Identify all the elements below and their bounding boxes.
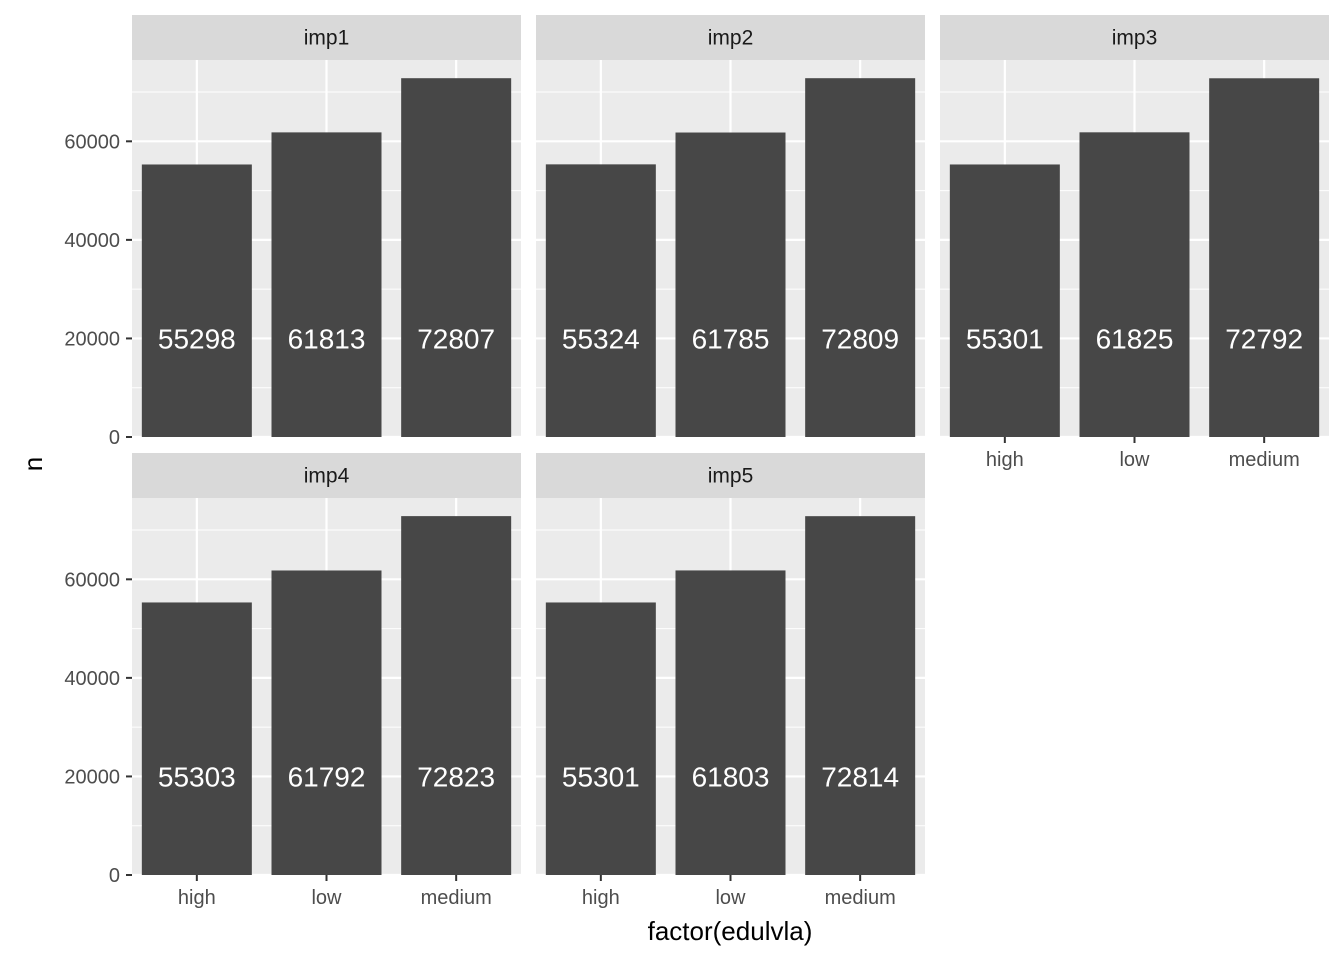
bar-value-label: 55301 (562, 761, 640, 792)
x-axis-title: factor(edulvla) (648, 916, 813, 946)
y-tick-label: 0 (109, 427, 120, 449)
bar-high (141, 164, 252, 438)
y-tick-label: 0 (109, 865, 120, 887)
x-tick-label-high: high (986, 449, 1024, 471)
bar-value-label: 61792 (288, 761, 366, 792)
bar-value-label: 72809 (821, 323, 899, 354)
facet-panel-imp4: imp4 55303 61792 72823 0 20000 40000 60000 high l… (64, 453, 521, 909)
facet-strip-label: imp5 (708, 465, 754, 488)
bar-value-label: 72823 (417, 761, 495, 792)
bar-low (1079, 132, 1190, 437)
x-tick-label-high: high (178, 887, 216, 909)
x-tick-label-low: low (311, 887, 342, 909)
bar-low (271, 132, 382, 437)
x-tick-label-low: low (1119, 449, 1150, 471)
x-tick-label-medium: medium (825, 887, 896, 909)
y-tick-label: 20000 (64, 328, 120, 350)
bar-value-label: 72807 (417, 323, 495, 354)
bar-low (675, 570, 786, 875)
facet-strip (940, 15, 1329, 60)
bar-value-label: 61825 (1096, 323, 1174, 354)
x-tick-label-medium: medium (421, 887, 492, 909)
bar-value-label: 55303 (158, 761, 236, 792)
y-tick-label: 20000 (64, 766, 120, 788)
facet-strip-label: imp1 (304, 27, 350, 50)
bar-value-label: 61813 (288, 323, 366, 354)
facet-panel-imp3: imp3 55301 61825 72792 high low medium (940, 15, 1329, 471)
y-tick-label: 40000 (64, 668, 120, 690)
bar-medium (401, 516, 512, 875)
bar-high (949, 164, 1060, 437)
bar-high (545, 602, 656, 875)
bar-value-label: 55324 (562, 323, 640, 354)
facet-panel-imp2: imp2 55324 61785 72809 (536, 15, 925, 439)
facet-panel-imp1: imp1 55298 61813 72807 0 20000 40000 60000 (64, 15, 521, 449)
y-tick-label: 40000 (64, 230, 120, 252)
y-tick-label: 60000 (64, 569, 120, 591)
facet-strip (132, 453, 521, 498)
bar-low (675, 132, 786, 437)
facet-strip (536, 453, 925, 498)
bar-value-label: 55298 (158, 323, 236, 354)
x-tick-label-high: high (582, 887, 620, 909)
bar-value-label: 72814 (821, 761, 899, 792)
panels-layer: imp1 55298 61813 72807 0 20000 40000 60000 imp2 5… (64, 15, 1329, 909)
facet-strip-label: imp3 (1112, 27, 1158, 50)
bar-high (141, 602, 252, 875)
x-tick-label-low: low (715, 887, 746, 909)
facet-strip-label: imp4 (304, 465, 350, 488)
x-tick-label-medium: medium (1229, 449, 1300, 471)
facet-strip-label: imp2 (708, 27, 754, 50)
bar-medium (401, 78, 512, 437)
bar-low (271, 570, 382, 875)
bar-medium (805, 516, 916, 875)
bar-high (545, 164, 656, 437)
bar-medium (1209, 78, 1320, 438)
bar-medium (805, 78, 916, 437)
facet-strip (536, 15, 925, 60)
facet-panel-imp5: imp5 55301 61803 72814 high low medium (536, 453, 925, 909)
bar-value-label: 72792 (1225, 323, 1303, 354)
y-axis-title: n (18, 457, 48, 471)
bar-value-label: 61785 (692, 323, 770, 354)
facet-strip (132, 15, 521, 60)
y-tick-label: 60000 (64, 131, 120, 153)
bar-value-label: 55301 (966, 323, 1044, 354)
bar-value-label: 61803 (692, 761, 770, 792)
